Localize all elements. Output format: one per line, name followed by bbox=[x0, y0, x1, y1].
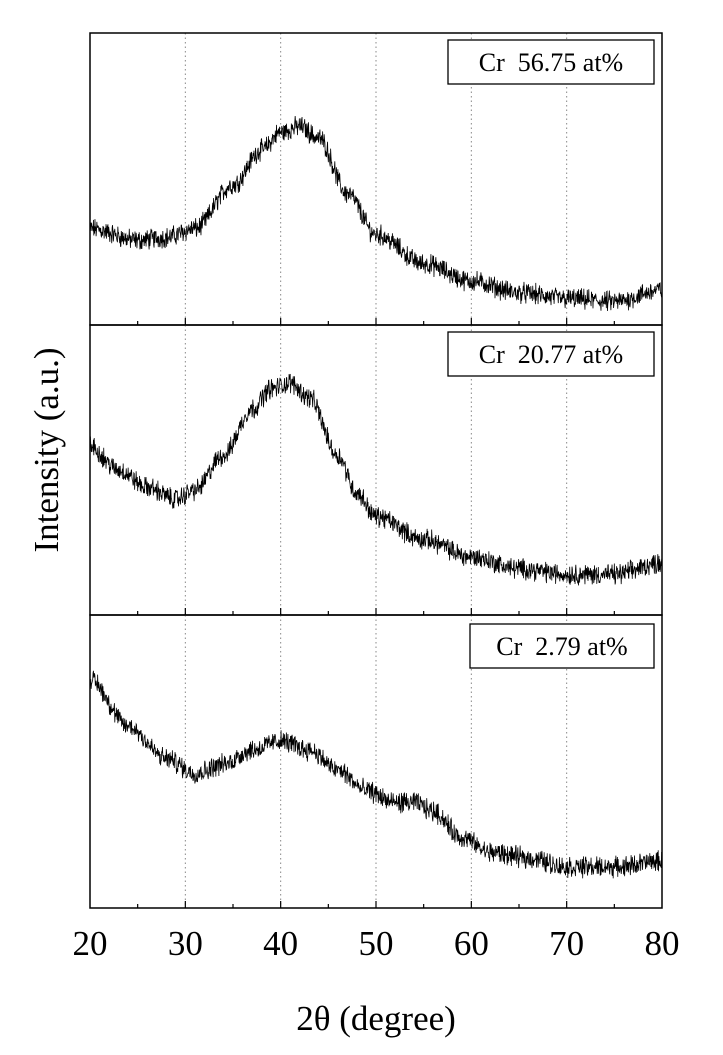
x-axis-label: 2θ (degree) bbox=[296, 999, 456, 1038]
x-tick-label: 50 bbox=[359, 924, 394, 963]
x-tick-label: 30 bbox=[168, 924, 203, 963]
y-axis-label: Intensity (a.u.) bbox=[27, 347, 66, 552]
panel-2: Cr 20.77 at% bbox=[89, 324, 663, 616]
x-tick-label: 60 bbox=[454, 924, 489, 963]
x-tick-label: 80 bbox=[645, 924, 680, 963]
series-line bbox=[89, 115, 663, 312]
series-line bbox=[89, 670, 663, 879]
legend-box bbox=[447, 331, 655, 377]
panels-group: Cr 56.75 at% Cr 20.77 at% Cr 2.79 at% bbox=[89, 32, 663, 909]
legend-label: Cr 2.79 at% bbox=[496, 632, 627, 661]
legend-label: Cr 20.77 at% bbox=[479, 340, 623, 369]
x-tick-label: 20 bbox=[73, 924, 108, 963]
x-tick-label: 40 bbox=[263, 924, 298, 963]
panel-1: Cr 56.75 at% bbox=[89, 32, 663, 326]
x-tick-labels: 20 30 40 50 60 70 80 bbox=[73, 924, 680, 963]
legend-box bbox=[447, 39, 655, 85]
panel-3: Cr 2.79 at% bbox=[89, 614, 663, 909]
legend-box bbox=[469, 623, 655, 669]
series-line bbox=[89, 373, 663, 586]
legend-label: Cr 56.75 at% bbox=[479, 48, 623, 77]
x-tick-label: 70 bbox=[549, 924, 584, 963]
